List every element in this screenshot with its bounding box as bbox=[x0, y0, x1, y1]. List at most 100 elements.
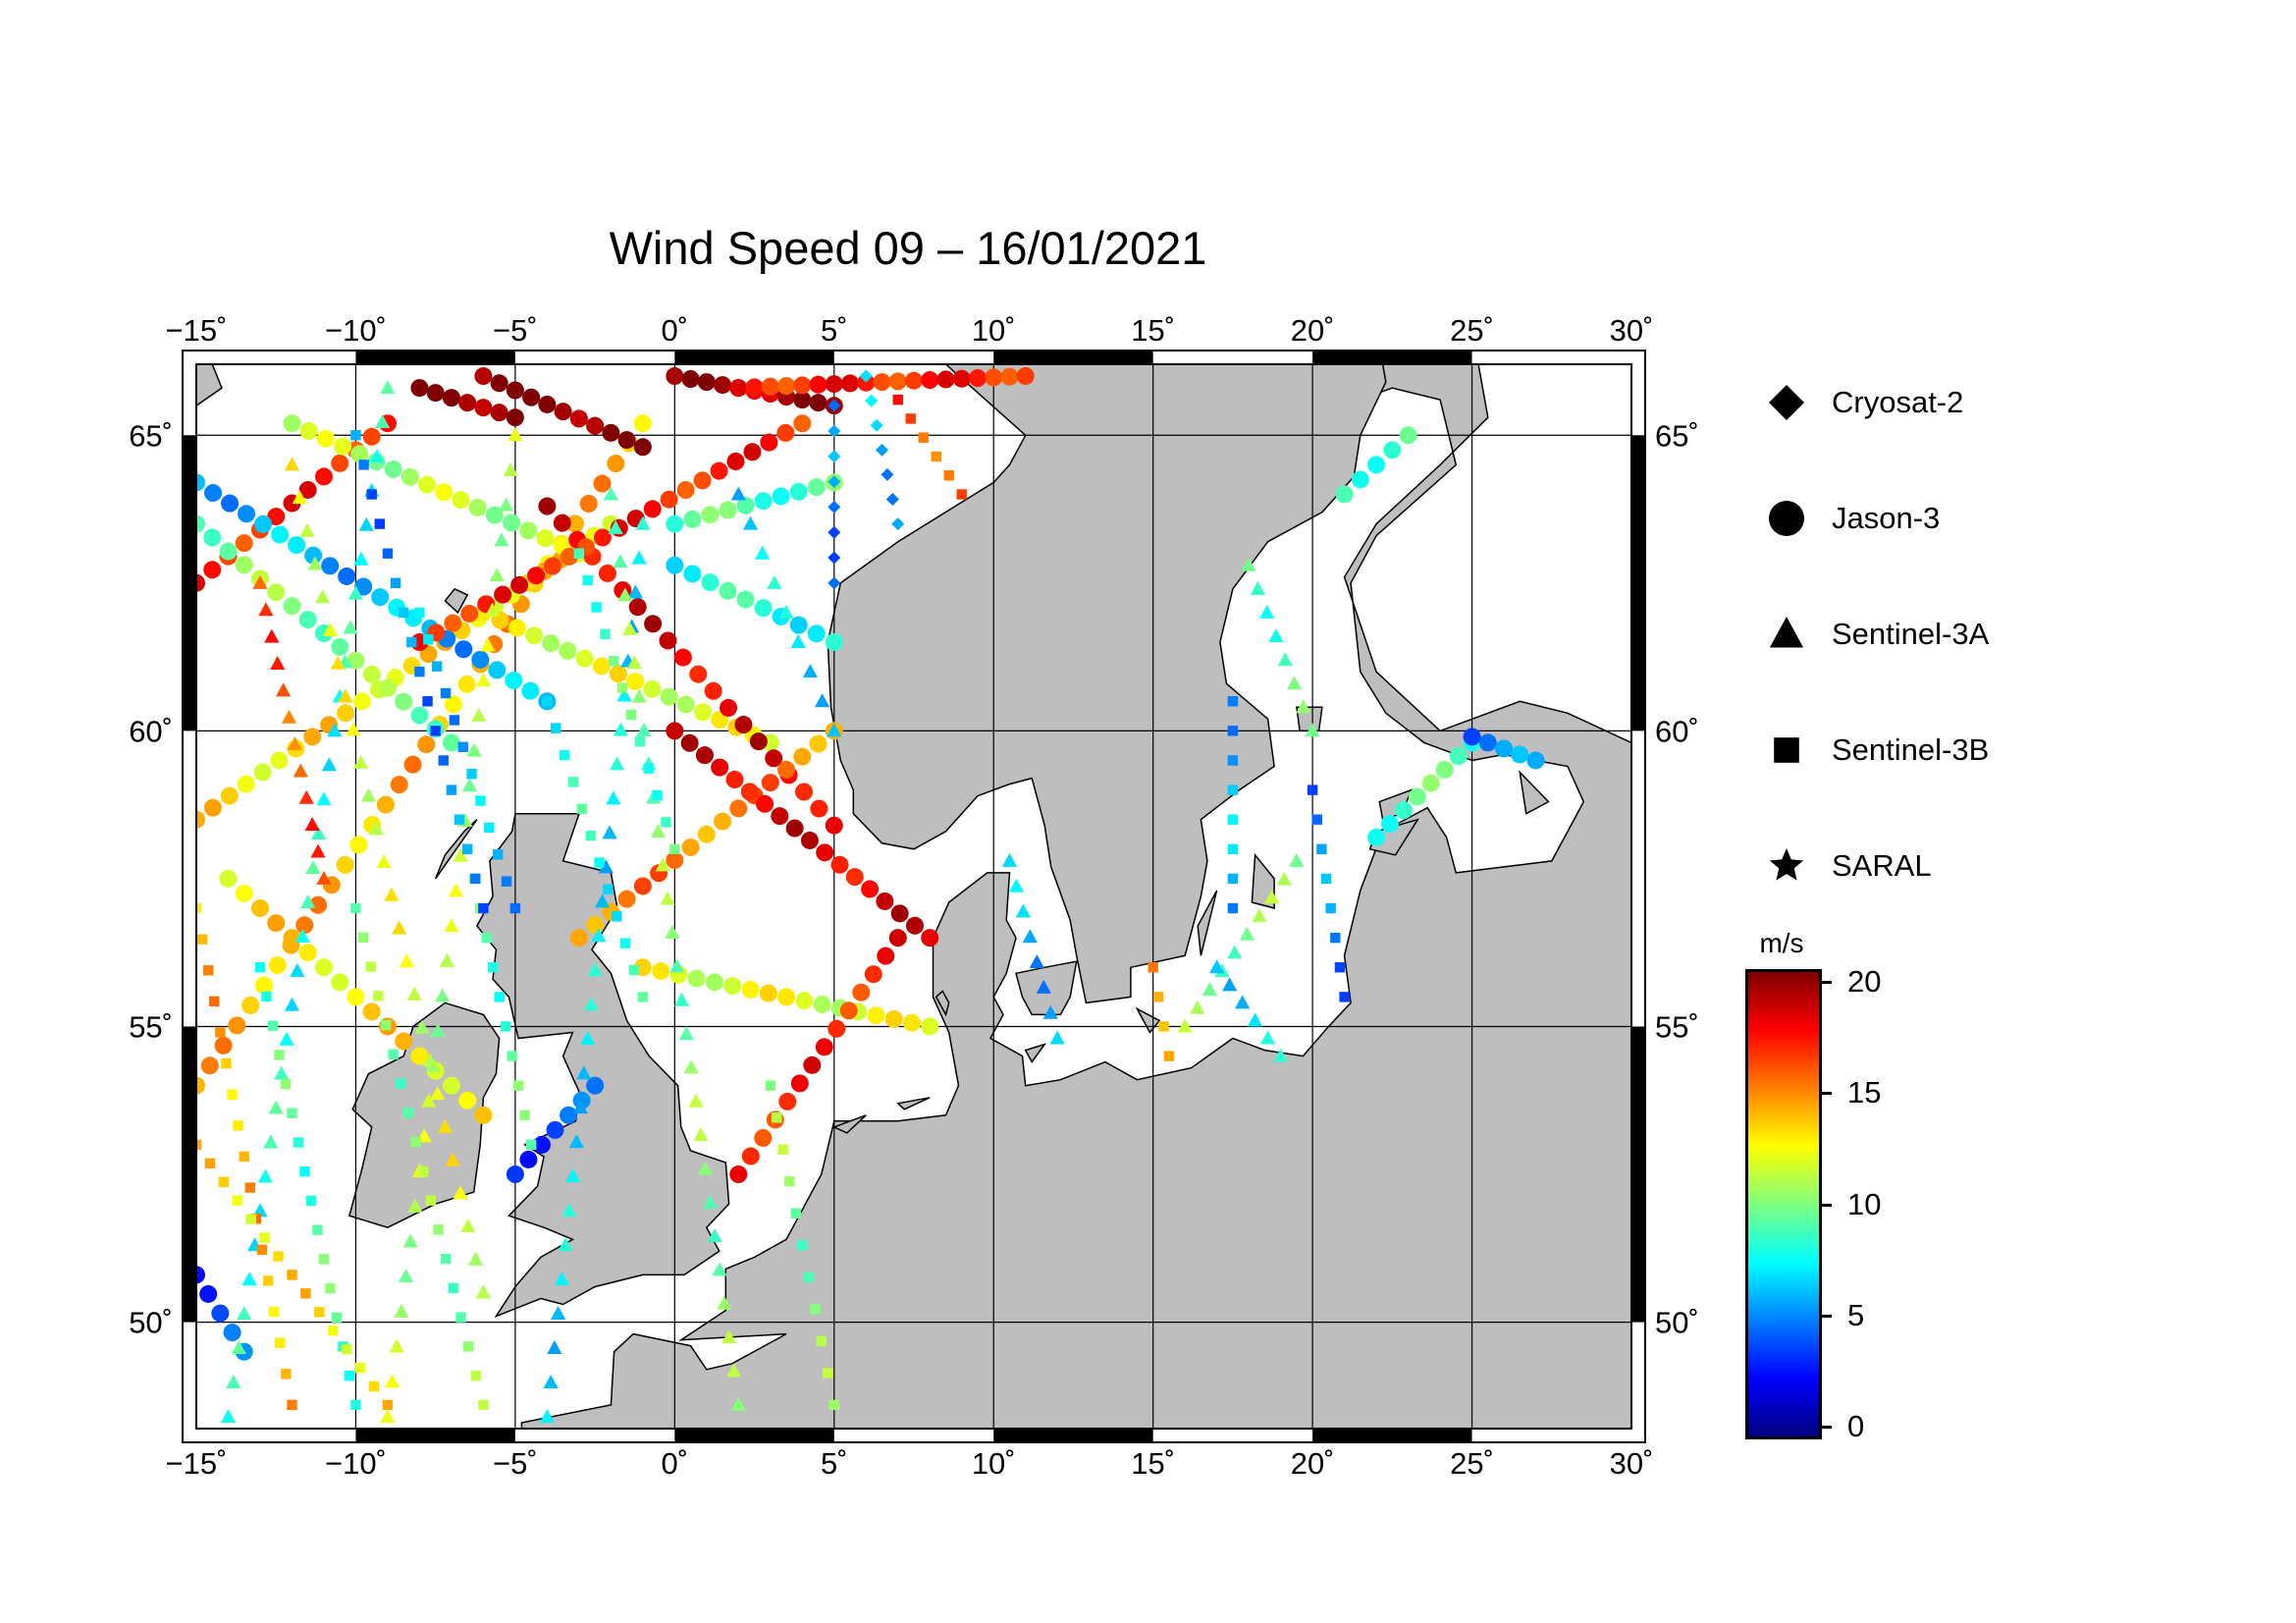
track-point bbox=[358, 460, 369, 470]
track-point bbox=[793, 747, 812, 766]
track-point bbox=[474, 399, 493, 417]
track-point bbox=[778, 1092, 797, 1110]
track-point bbox=[414, 666, 425, 677]
track-point bbox=[637, 992, 649, 1002]
track-point bbox=[254, 976, 273, 995]
track-point bbox=[487, 962, 499, 973]
track-point bbox=[583, 997, 599, 1011]
track-point bbox=[350, 1399, 361, 1411]
track-point bbox=[371, 588, 390, 607]
track-point bbox=[793, 391, 812, 409]
track-point bbox=[284, 457, 300, 471]
track-point bbox=[328, 1325, 339, 1336]
track-point bbox=[238, 505, 256, 523]
track-point bbox=[237, 775, 255, 793]
track-point bbox=[607, 455, 625, 473]
track-point bbox=[761, 377, 779, 396]
track-point bbox=[209, 996, 220, 1007]
track-point bbox=[591, 928, 607, 943]
frame-bar bbox=[993, 351, 1153, 364]
track-point bbox=[1273, 1048, 1289, 1062]
track-point bbox=[196, 1139, 202, 1151]
track-point bbox=[347, 651, 365, 670]
track-point bbox=[506, 408, 524, 427]
track-point bbox=[312, 1224, 323, 1235]
track-point bbox=[202, 965, 214, 976]
track-point bbox=[280, 1078, 292, 1090]
lon-tick-label: 0˚ bbox=[662, 313, 689, 348]
track-point bbox=[1201, 982, 1218, 997]
track-point bbox=[380, 1019, 392, 1031]
track-point bbox=[905, 413, 916, 424]
track-point bbox=[519, 521, 538, 540]
track-point bbox=[582, 574, 593, 586]
track-point bbox=[376, 854, 392, 869]
track-point bbox=[612, 911, 622, 922]
track-point bbox=[448, 883, 464, 897]
track-point bbox=[797, 1240, 808, 1251]
colorbar-tick-mark bbox=[1822, 1092, 1832, 1096]
track-point bbox=[593, 528, 612, 547]
track-point bbox=[388, 1049, 399, 1060]
track-point bbox=[196, 1076, 205, 1095]
track-point bbox=[673, 992, 690, 1006]
track-point bbox=[519, 1109, 530, 1121]
track-point bbox=[809, 375, 828, 394]
track-point bbox=[300, 894, 316, 909]
track-point bbox=[859, 369, 873, 383]
track-point bbox=[392, 920, 407, 935]
track-point bbox=[423, 634, 434, 645]
track-point bbox=[841, 374, 860, 393]
track-point bbox=[547, 1340, 562, 1355]
track-point bbox=[395, 1032, 413, 1051]
track-point bbox=[316, 429, 335, 448]
track-point bbox=[338, 688, 353, 703]
track-points bbox=[196, 367, 1545, 1423]
track-point bbox=[598, 859, 614, 874]
land-masses bbox=[196, 364, 1631, 1429]
land-polygon bbox=[435, 819, 478, 880]
land-polygon bbox=[1519, 770, 1550, 815]
track-point bbox=[655, 857, 670, 872]
track-point bbox=[203, 528, 222, 547]
track-point bbox=[719, 581, 737, 600]
track-point bbox=[828, 1399, 839, 1411]
track-point bbox=[918, 432, 929, 443]
track-point bbox=[221, 494, 240, 513]
track-point bbox=[294, 928, 310, 943]
track-point bbox=[471, 707, 487, 722]
track-point bbox=[865, 394, 879, 407]
track-point bbox=[373, 991, 384, 1001]
track-point bbox=[349, 836, 368, 854]
track-point bbox=[558, 1237, 573, 1252]
track-point bbox=[595, 893, 611, 908]
track-point bbox=[293, 763, 308, 778]
land-polygon bbox=[520, 364, 1631, 1429]
track-point bbox=[1263, 890, 1280, 904]
track-point bbox=[264, 628, 280, 643]
track-point bbox=[299, 422, 318, 441]
track-point bbox=[1325, 902, 1336, 914]
track-point bbox=[617, 431, 636, 450]
track-point bbox=[635, 515, 651, 530]
track-point bbox=[279, 1031, 294, 1046]
frame-bar bbox=[1631, 435, 1645, 731]
track-point bbox=[376, 795, 395, 814]
lon-tick-label: 20˚ bbox=[1291, 313, 1335, 348]
track-point bbox=[512, 1080, 524, 1091]
track-point bbox=[402, 1233, 418, 1248]
track-point bbox=[442, 389, 460, 407]
track-point bbox=[233, 1120, 243, 1131]
triangle-icon bbox=[1767, 615, 1806, 654]
track-point bbox=[390, 577, 401, 589]
track-point bbox=[241, 1271, 257, 1286]
track-point bbox=[1158, 1021, 1169, 1032]
track-point bbox=[309, 895, 328, 914]
track-point bbox=[256, 1244, 268, 1256]
track-point bbox=[628, 964, 640, 976]
track-point bbox=[921, 1017, 939, 1036]
track-point bbox=[321, 557, 340, 575]
track-point bbox=[321, 757, 337, 772]
track-point bbox=[1227, 902, 1239, 914]
track-point bbox=[395, 692, 413, 711]
